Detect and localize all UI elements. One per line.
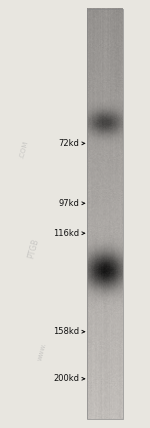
- Bar: [87, 9, 123, 419]
- Text: 200kd: 200kd: [54, 374, 80, 383]
- Text: 97kd: 97kd: [59, 199, 80, 208]
- Text: 158kd: 158kd: [53, 327, 80, 336]
- Text: www.: www.: [37, 341, 47, 361]
- Text: .COM: .COM: [19, 140, 29, 160]
- Text: PTGB: PTGB: [26, 237, 40, 259]
- Text: 116kd: 116kd: [53, 229, 80, 238]
- Text: 72kd: 72kd: [59, 139, 80, 148]
